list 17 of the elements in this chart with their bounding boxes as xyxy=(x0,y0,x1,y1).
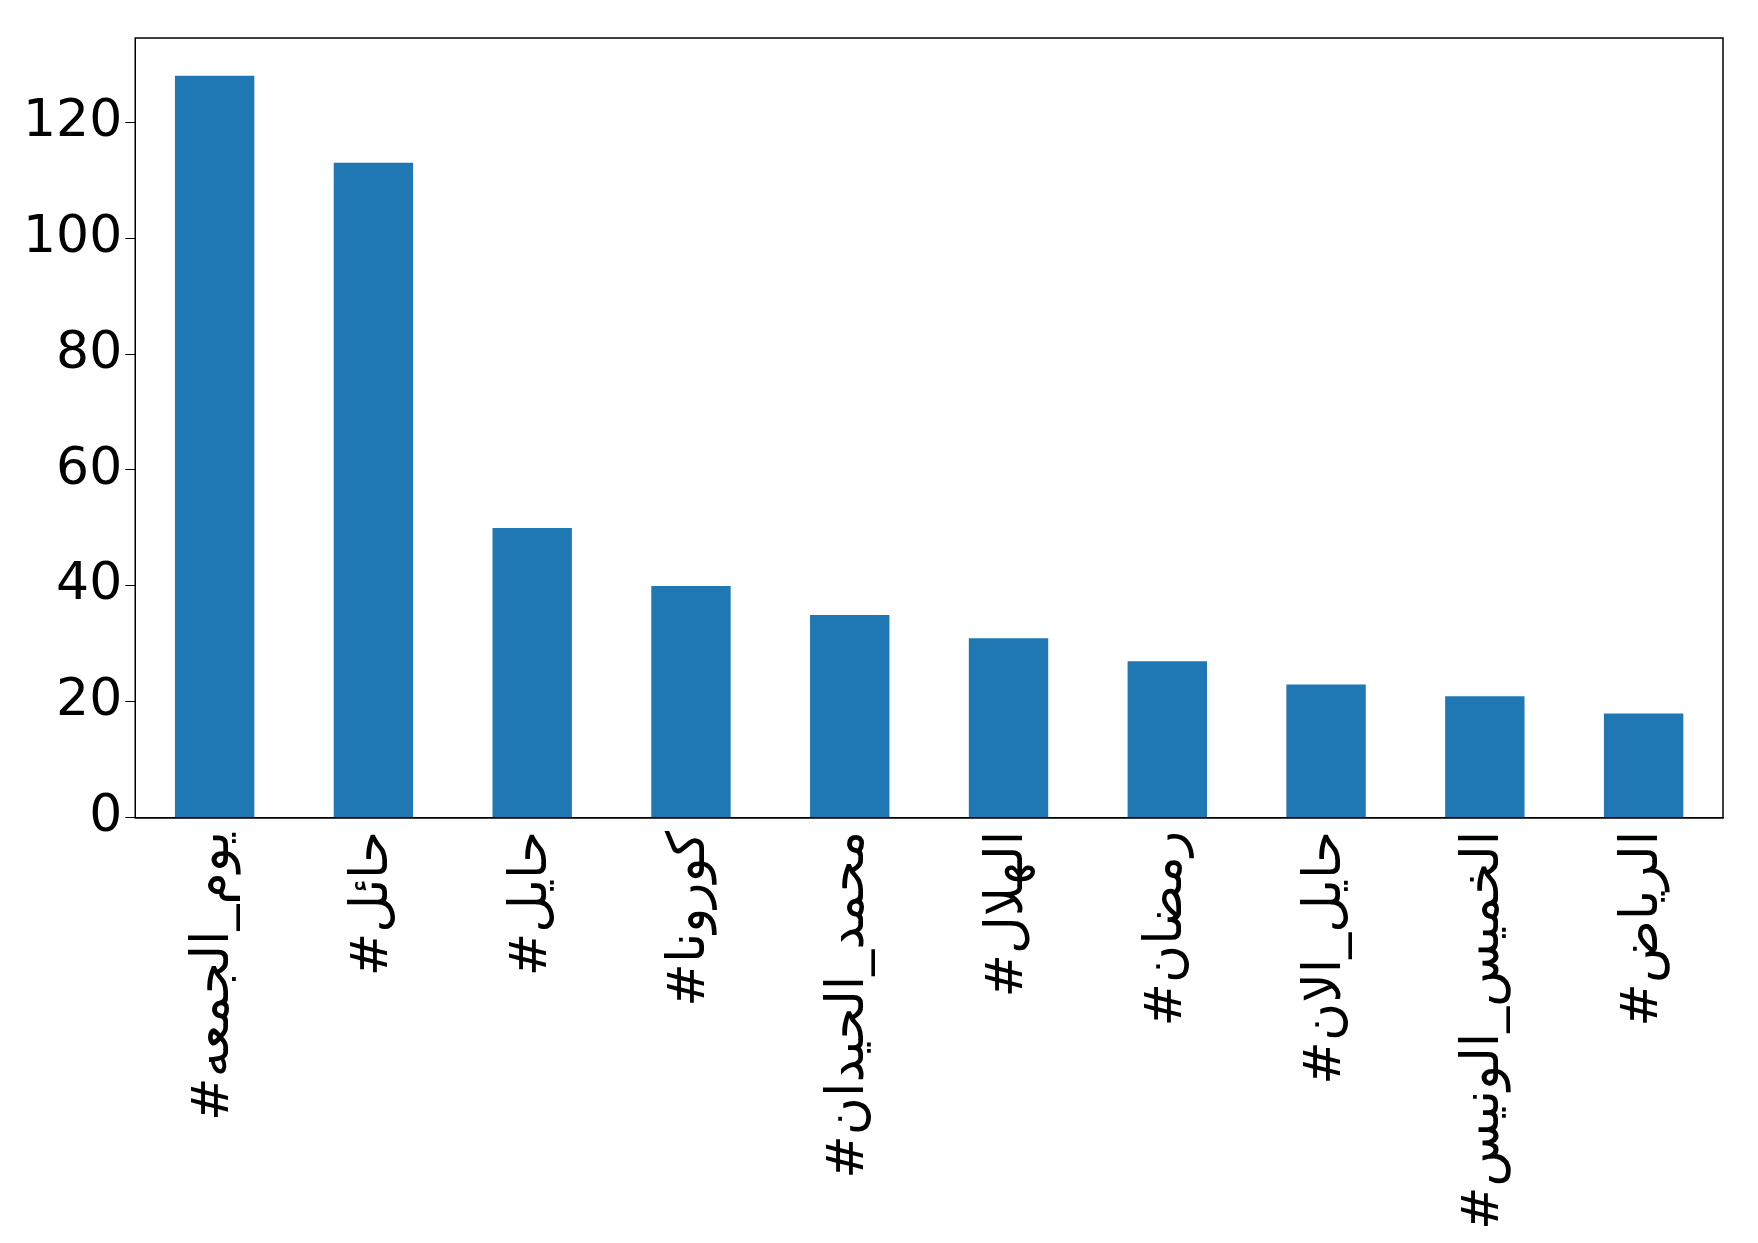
y-tick-label: 100 xyxy=(22,203,123,264)
y-tick-label: 80 xyxy=(56,319,123,380)
x-tick-label: #حائل xyxy=(338,830,399,977)
x-tick-label: #الهلال xyxy=(974,830,1036,998)
x-tick-label: #حايل_الان xyxy=(1291,830,1352,1085)
x-tick-label: #الخميس_الونيس xyxy=(1450,830,1512,1231)
y-tick-label: 120 xyxy=(22,87,123,148)
x-tick-label: #يوم_الجمعه xyxy=(180,830,242,1121)
y-tick-label: 20 xyxy=(56,667,123,728)
x-tick-label: #محمد_الحيدان xyxy=(815,830,876,1179)
x-tick-label: #الرياض xyxy=(1609,830,1671,1027)
x-tick-label: #حايل xyxy=(497,830,558,977)
y-tick-label: 40 xyxy=(56,551,123,612)
y-tick-label: 0 xyxy=(89,783,123,844)
y-tick-label: 60 xyxy=(56,435,123,496)
x-tick-label: #كورونا xyxy=(656,830,718,1007)
x-tick-label: #رمضان xyxy=(1132,830,1194,1027)
